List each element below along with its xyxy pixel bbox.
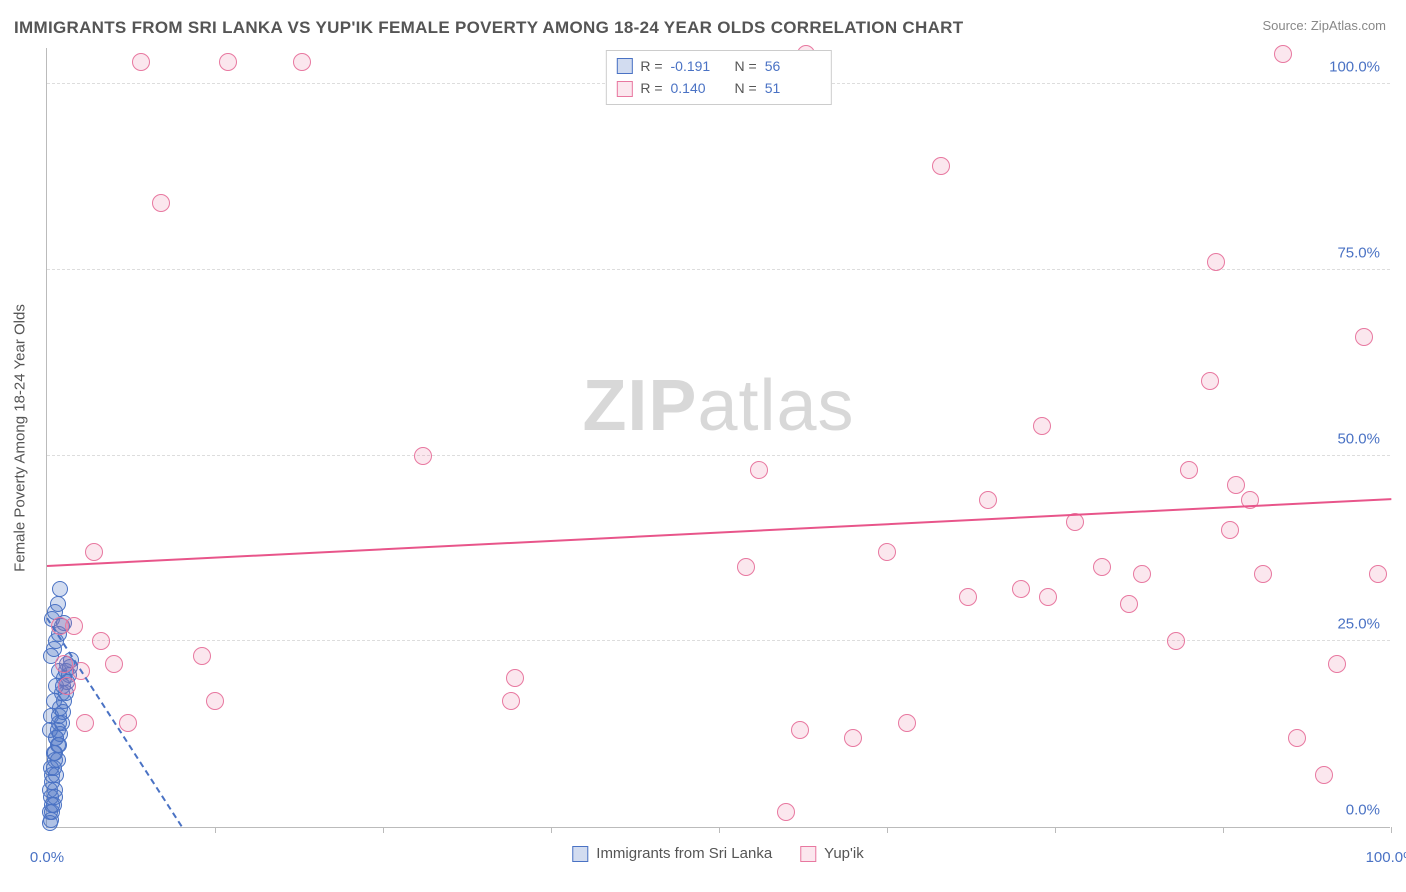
data-point: [1133, 565, 1151, 583]
data-point: [58, 677, 76, 695]
gridline-horizontal: [47, 455, 1390, 456]
data-point: [92, 632, 110, 650]
data-point: [1227, 476, 1245, 494]
data-point: [1328, 655, 1346, 673]
y-tick-label: 100.0%: [1329, 59, 1380, 76]
data-point: [1288, 729, 1306, 747]
data-point: [219, 53, 237, 71]
data-point: [50, 737, 66, 753]
legend-n-value: 51: [765, 77, 821, 99]
data-point: [47, 752, 63, 768]
legend-swatch: [572, 846, 588, 862]
data-point: [750, 461, 768, 479]
data-point: [193, 647, 211, 665]
legend-series-label: Immigrants from Sri Lanka: [596, 845, 772, 862]
data-point: [898, 714, 916, 732]
data-point: [76, 714, 94, 732]
y-tick-label: 75.0%: [1337, 244, 1380, 261]
data-point: [46, 693, 62, 709]
legend-stats: R = -0.191 N = 56 R = 0.140 N = 51: [605, 50, 831, 105]
legend-swatch: [616, 58, 632, 74]
data-point: [152, 194, 170, 212]
data-point: [50, 596, 66, 612]
legend-n-value: 56: [765, 55, 821, 77]
data-point: [47, 789, 63, 805]
y-axis-label: Female Poverty Among 18-24 Year Olds: [12, 304, 29, 572]
x-tick-mark: [383, 827, 384, 833]
legend-series-item: Immigrants from Sri Lanka: [572, 845, 772, 862]
data-point: [777, 803, 795, 821]
data-point: [1274, 45, 1292, 63]
legend-swatch: [800, 846, 816, 862]
y-tick-label: 0.0%: [1346, 802, 1380, 819]
data-point: [791, 721, 809, 739]
legend-series: Immigrants from Sri Lanka Yup'ik: [572, 845, 863, 862]
legend-n-label: N =: [735, 55, 757, 77]
x-tick-mark: [215, 827, 216, 833]
data-point: [206, 692, 224, 710]
data-point: [1167, 632, 1185, 650]
chart-title: IMMIGRANTS FROM SRI LANKA VS YUP'IK FEMA…: [14, 18, 963, 38]
plot-region: ZIPatlas R = -0.191 N = 56 R = 0.140 N = 51 0.0…: [46, 48, 1390, 828]
data-point: [52, 581, 68, 597]
legend-stat-row: R = -0.191 N = 56: [616, 55, 820, 77]
watermark: ZIPatlas: [582, 365, 854, 447]
x-tick-mark: [887, 827, 888, 833]
y-tick-label: 50.0%: [1337, 430, 1380, 447]
data-point: [1033, 417, 1051, 435]
legend-r-value: 0.140: [671, 77, 727, 99]
data-point: [1207, 253, 1225, 271]
legend-swatch: [616, 81, 632, 97]
data-point: [1369, 565, 1387, 583]
data-point: [51, 715, 67, 731]
chart-area: Female Poverty Among 18-24 Year Olds ZIP…: [46, 48, 1390, 828]
data-point: [1180, 461, 1198, 479]
data-point: [1201, 372, 1219, 390]
data-point: [1315, 766, 1333, 784]
data-point: [1120, 595, 1138, 613]
data-point: [1355, 328, 1373, 346]
data-point: [878, 543, 896, 561]
x-tick-mark: [551, 827, 552, 833]
x-tick-label: 0.0%: [30, 849, 64, 866]
data-point: [1221, 521, 1239, 539]
x-tick-mark: [719, 827, 720, 833]
data-point: [1254, 565, 1272, 583]
legend-r-label: R =: [640, 55, 662, 77]
x-tick-mark: [1055, 827, 1056, 833]
data-point: [1012, 580, 1030, 598]
data-point: [844, 729, 862, 747]
data-point: [502, 692, 520, 710]
legend-r-value: -0.191: [671, 55, 727, 77]
gridline-horizontal: [47, 269, 1390, 270]
data-point: [119, 714, 137, 732]
data-point: [1039, 588, 1057, 606]
data-point: [506, 669, 524, 687]
legend-n-label: N =: [735, 77, 757, 99]
data-point: [44, 767, 60, 783]
legend-series-item: Yup'ik: [800, 845, 864, 862]
data-point: [932, 157, 950, 175]
data-point: [105, 655, 123, 673]
x-tick-mark: [1223, 827, 1224, 833]
legend-series-label: Yup'ik: [824, 845, 864, 862]
trend-line: [47, 498, 1391, 567]
chart-source: Source: ZipAtlas.com: [1262, 18, 1386, 33]
legend-r-label: R =: [640, 77, 662, 99]
x-tick-label: 100.0%: [1366, 849, 1406, 866]
legend-stat-row: R = 0.140 N = 51: [616, 77, 820, 99]
data-point: [132, 53, 150, 71]
data-point: [979, 491, 997, 509]
data-point: [737, 558, 755, 576]
gridline-horizontal: [47, 640, 1390, 641]
data-point: [65, 617, 83, 635]
data-point: [414, 447, 432, 465]
data-point: [1093, 558, 1111, 576]
data-point: [85, 543, 103, 561]
data-point: [293, 53, 311, 71]
x-tick-mark: [1391, 827, 1392, 833]
y-tick-label: 25.0%: [1337, 616, 1380, 633]
data-point: [959, 588, 977, 606]
